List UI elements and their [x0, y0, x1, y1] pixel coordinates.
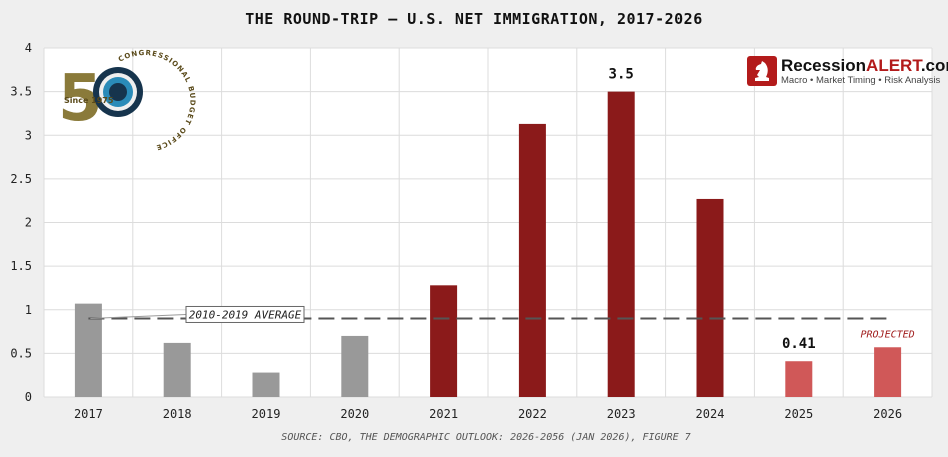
x-tick-label: 2017: [74, 407, 103, 421]
bar-2024: [696, 198, 724, 397]
x-tick-label: 2019: [252, 407, 281, 421]
average-label-box: [185, 305, 305, 323]
recession-alert-name: RecessionALERT.com: [781, 56, 948, 75]
recession-alert-tagline: Macro • Market Timing • Risk Analysis: [781, 75, 940, 86]
y-tick-label: 1.5: [10, 259, 32, 273]
y-tick-label: 3: [25, 128, 32, 142]
average-label: 2010-2019 AVERAGE: [189, 308, 302, 321]
x-tick-label: 2023: [607, 407, 636, 421]
bar-2020: [341, 335, 369, 397]
bar-2021: [430, 285, 458, 397]
cbo-since: Since 1975: [64, 96, 114, 105]
x-tick-label: 2020: [340, 407, 369, 421]
bar-2022: [518, 123, 546, 397]
bars: [74, 91, 902, 397]
x-tick-labels: 2017 2018 2019 2020 2021 2022 2023 2024 2025 2026: [74, 407, 902, 421]
x-tick-label: 2026: [873, 407, 902, 421]
projected-label: PROJECTED: [861, 329, 915, 340]
bar-2018: [163, 342, 191, 397]
data-labels: 3.5 0.41 PROJECTED: [609, 67, 915, 353]
y-tick-label: 1: [25, 303, 32, 317]
y-tick-label: 2.5: [10, 172, 32, 186]
y-tick-label: 2: [25, 216, 32, 230]
bar-2023: [607, 91, 635, 397]
x-tick-label: 2021: [429, 407, 458, 421]
recession-alert-logo: RecessionALERT.com Macro • Market Timing…: [747, 56, 948, 86]
bar-2025: [785, 361, 813, 397]
y-tick-label: 0: [25, 390, 32, 404]
y-tick-label: 4: [25, 41, 32, 55]
bar-2019: [252, 372, 280, 397]
average-line-group: 2010-2019 AVERAGE: [88, 305, 888, 323]
y-tick-label: 0.5: [10, 346, 32, 360]
average-leader-line: [90, 313, 187, 319]
grid-lines: [43, 47, 933, 398]
data-label-2025: 0.41: [782, 336, 816, 352]
data-label-2023: 3.5: [609, 67, 634, 83]
y-tick-labels: 0 0.5 1 1.5 2 2.5 3 3.5 4: [10, 41, 32, 404]
chart-title: THE ROUND-TRIP — U.S. NET IMMIGRATION, 2…: [245, 10, 703, 28]
x-tick-label: 2018: [163, 407, 192, 421]
x-tick-label: 2022: [518, 407, 547, 421]
source-note: SOURCE: CBO, THE DEMOGRAPHIC OUTLOOK: 20…: [281, 432, 690, 443]
x-tick-label: 2025: [784, 407, 813, 421]
bar-2026: [874, 347, 902, 397]
x-tick-label: 2024: [696, 407, 725, 421]
y-tick-label: 3.5: [10, 85, 32, 99]
